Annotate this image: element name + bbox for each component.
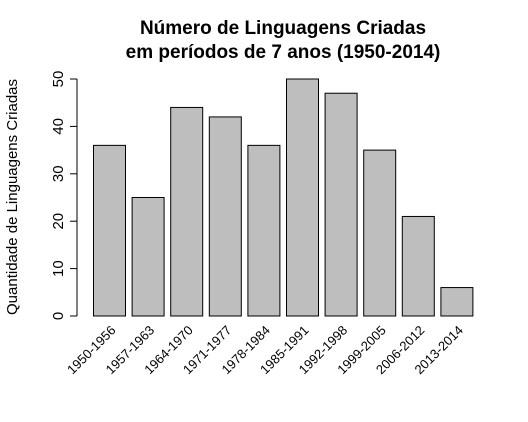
chart-title-line-1: Número de Linguagens Criadas xyxy=(140,18,426,39)
y-tick-label: 40 xyxy=(50,118,67,135)
y-tick-label: 10 xyxy=(50,260,67,277)
x-tick-labels: 1950-19561957-19631964-19701971-19771978… xyxy=(64,323,466,378)
y-tick-label: 0 xyxy=(50,312,67,320)
bar xyxy=(401,215,435,317)
bar xyxy=(286,78,319,317)
bar xyxy=(440,287,474,317)
y-tick-label: 30 xyxy=(50,165,67,182)
bar xyxy=(324,92,358,317)
bar xyxy=(208,116,242,317)
bar xyxy=(363,149,397,317)
bar xyxy=(170,106,204,317)
bar xyxy=(247,144,281,317)
bar xyxy=(93,144,126,317)
bars-group xyxy=(93,78,474,317)
y-axis-title: Quantidade de Linguagens Criadas xyxy=(4,79,21,315)
chart-title-line-2: em períodos de 7 anos (1950-2014) xyxy=(126,42,441,63)
y-tick-label: 50 xyxy=(50,71,67,88)
y-axis: 0 10 20 30 40 50 xyxy=(50,71,78,320)
bar xyxy=(131,197,165,317)
y-tick-label: 20 xyxy=(50,213,67,230)
